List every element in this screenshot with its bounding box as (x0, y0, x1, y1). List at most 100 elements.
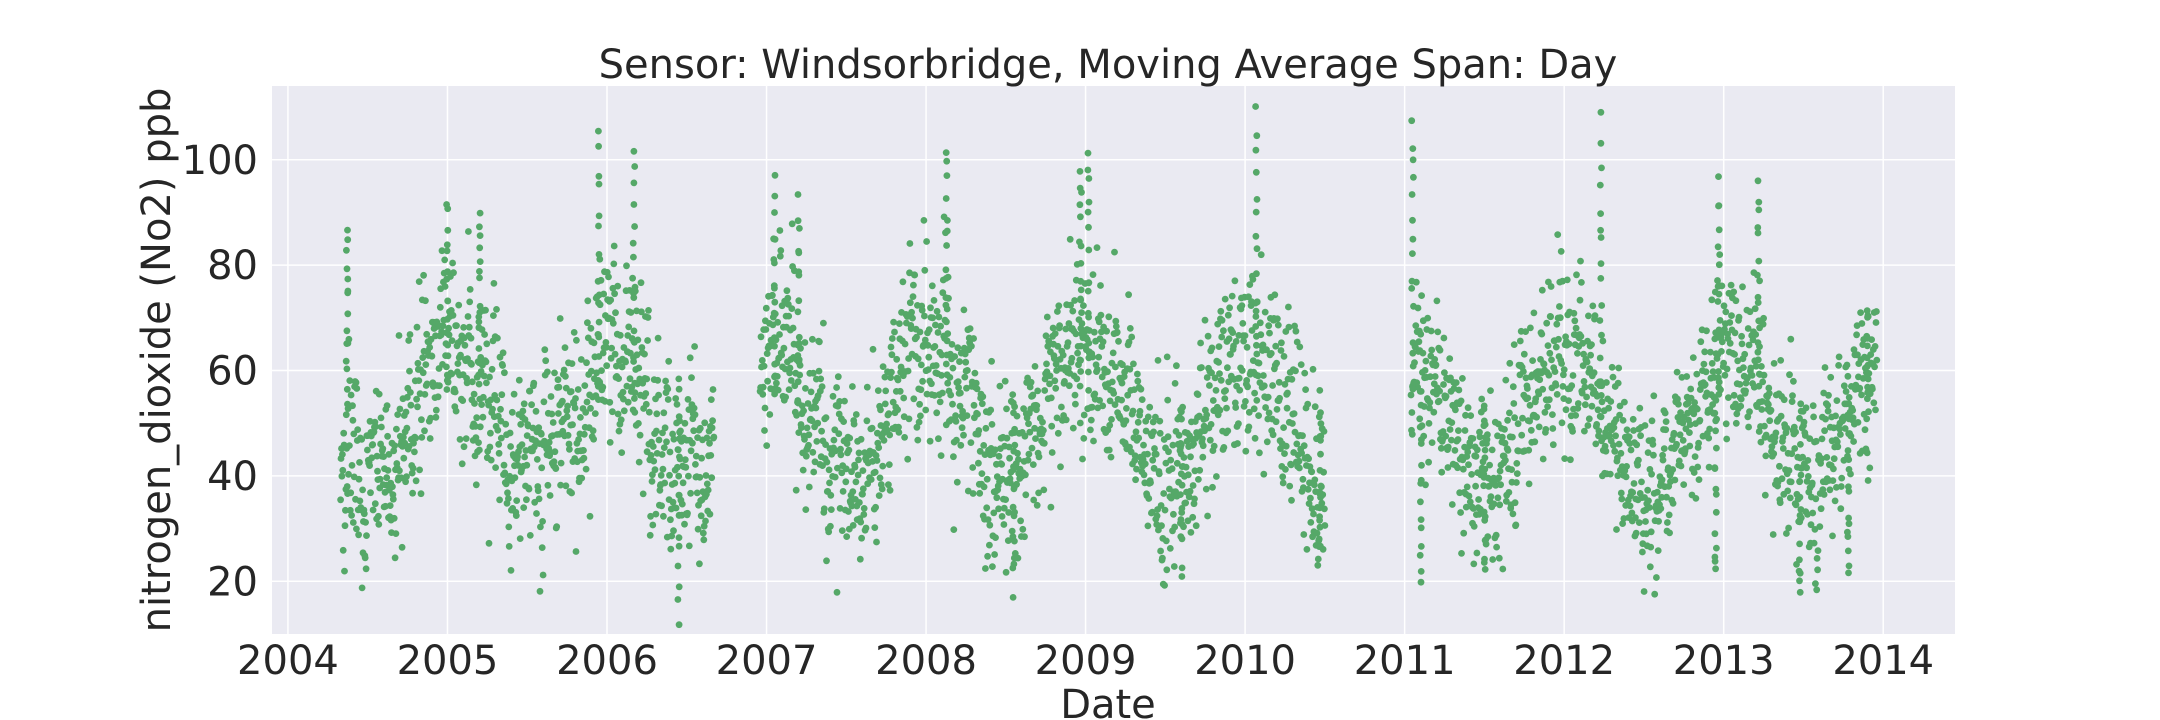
data-point (412, 477, 420, 485)
data-point (1087, 426, 1094, 434)
data-point (1061, 378, 1068, 385)
data-point (655, 436, 663, 444)
data-point (485, 539, 493, 547)
data-point (1518, 431, 1526, 439)
data-point (1525, 480, 1533, 488)
data-point (1580, 378, 1588, 385)
data-point (1844, 447, 1852, 454)
data-point (1021, 533, 1028, 541)
data-point (1428, 346, 1436, 354)
data-point (612, 309, 619, 317)
data-point (1043, 360, 1050, 368)
data-point (343, 340, 351, 347)
data-point (1788, 398, 1796, 405)
data-point (1797, 471, 1805, 479)
data-point (575, 436, 582, 443)
data-point (1835, 362, 1842, 369)
data-point (1615, 364, 1623, 372)
data-point (1552, 343, 1560, 351)
data-point (676, 417, 683, 425)
data-point (620, 407, 628, 415)
data-point (1665, 511, 1673, 519)
data-point (396, 467, 403, 475)
data-point (1448, 436, 1455, 444)
data-point (1597, 234, 1605, 241)
data-point (1666, 529, 1673, 537)
data-point (1257, 251, 1265, 259)
data-point (580, 430, 588, 438)
data-point (412, 434, 420, 442)
data-point (1513, 479, 1520, 486)
data-point (338, 472, 346, 480)
data-point (1510, 341, 1518, 348)
data-point (696, 473, 704, 481)
data-point (1148, 508, 1156, 516)
data-point (630, 289, 637, 297)
data-point (916, 328, 924, 336)
data-point (1234, 440, 1241, 447)
data-point (505, 543, 513, 550)
data-point (443, 275, 451, 283)
data-point (1071, 391, 1079, 399)
data-point (1079, 455, 1086, 463)
data-point (1581, 401, 1589, 409)
data-point (1797, 441, 1804, 448)
data-point (405, 337, 413, 344)
data-point (587, 324, 595, 332)
data-point (928, 380, 935, 388)
data-point (993, 494, 1001, 502)
data-point (1317, 482, 1325, 490)
data-point (1066, 235, 1074, 243)
data-point (1216, 406, 1224, 414)
data-point (1288, 496, 1295, 504)
data-point (1814, 566, 1821, 574)
data-point (823, 557, 830, 565)
data-point (444, 268, 451, 276)
data-point (369, 441, 377, 448)
data-point (1646, 504, 1653, 511)
data-point (771, 342, 778, 350)
data-point (885, 481, 892, 489)
data-point (688, 374, 695, 381)
data-point (1653, 488, 1661, 496)
data-point (1738, 332, 1745, 340)
data-point (659, 429, 666, 437)
data-point (565, 440, 573, 448)
data-point (1426, 399, 1434, 406)
data-point (939, 389, 946, 397)
data-point (1499, 565, 1507, 573)
data-point (1136, 407, 1144, 415)
data-point (1077, 356, 1084, 364)
data-point (1178, 535, 1186, 543)
data-point (595, 331, 602, 339)
data-point (455, 301, 463, 309)
data-point (770, 235, 777, 243)
data-point (1203, 411, 1211, 419)
data-point (476, 258, 484, 265)
data-point (506, 429, 514, 437)
data-point (1033, 501, 1041, 509)
data-point (1017, 517, 1024, 525)
data-point (581, 382, 589, 389)
data-point (949, 364, 957, 372)
data-point (1478, 395, 1486, 403)
data-point (687, 489, 694, 497)
data-point (1598, 382, 1606, 390)
data-point (1598, 164, 1605, 172)
data-point (520, 504, 528, 511)
data-point (1648, 417, 1656, 425)
data-point (666, 448, 674, 456)
data-point (530, 443, 538, 451)
data-point (1560, 366, 1568, 373)
data-point (807, 388, 815, 396)
data-point (1202, 485, 1210, 493)
data-point (684, 396, 692, 403)
data-point (1769, 531, 1777, 538)
data-point (837, 445, 844, 453)
data-point (1163, 353, 1171, 361)
data-point (343, 483, 351, 490)
data-point (802, 506, 810, 513)
data-point (1221, 395, 1229, 402)
data-point (1492, 531, 1500, 539)
data-point (831, 473, 839, 481)
